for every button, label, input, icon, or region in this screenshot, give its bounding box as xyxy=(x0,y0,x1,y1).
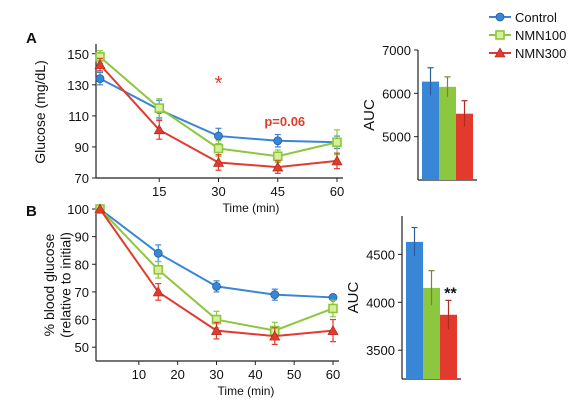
panel-b-auc-bar-chart: 3500 4000 4500 AUC ** xyxy=(345,216,461,380)
significance-stars: ** xyxy=(444,285,457,302)
legend-label-control: Control xyxy=(515,10,557,25)
x-tick-label: 30 xyxy=(211,184,225,199)
data-point-nmn300 xyxy=(269,330,281,341)
y-tick-label: 110 xyxy=(68,109,89,124)
data-point-nmn300 xyxy=(272,161,284,172)
data-point-control xyxy=(153,248,163,258)
y-tick-label: 150 xyxy=(67,47,89,62)
x-tick-label: 50 xyxy=(287,367,301,382)
bar-nmn300 xyxy=(440,314,457,379)
y-tick-label: 4500 xyxy=(366,247,395,262)
panel-a-line-chart: 70 90 110 130 150 15 30 45 60 Time (min) Glucose (… xyxy=(26,30,344,215)
x-tick-label: 10 xyxy=(132,367,146,382)
bar-control xyxy=(406,241,423,379)
legend-marker-nmn300 xyxy=(494,47,506,58)
y-tick-label: 4000 xyxy=(366,295,395,310)
y-tick-label: 80 xyxy=(75,257,89,272)
data-point-control xyxy=(273,136,283,146)
data-point-nmn100 xyxy=(213,143,224,154)
panel-label: A xyxy=(26,30,37,47)
bar-nmn300 xyxy=(456,113,473,180)
y-tick-label: 3500 xyxy=(366,343,395,358)
legend-label-nmn100: NMN100 xyxy=(515,28,566,43)
data-point-nmn300 xyxy=(212,156,225,167)
data-point-nmn100 xyxy=(154,103,165,113)
y-tick-label: 60 xyxy=(75,313,89,328)
y-tick-label: 5000 xyxy=(382,130,411,145)
data-point-nmn300 xyxy=(152,286,164,297)
data-point-nmn100 xyxy=(332,137,342,148)
y-tick-label: 70 xyxy=(75,285,89,300)
y-tick-label: 50 xyxy=(75,340,89,355)
x-tick-label: 40 xyxy=(248,367,262,382)
y-tick-label: 90 xyxy=(75,140,89,155)
panel-b-line-chart: 50 60 70 80 90 100 10 20 30 40 50 60 Time (min) % blo… xyxy=(26,202,340,398)
x-tick-label: 15 xyxy=(152,184,166,199)
data-point-nmn300 xyxy=(94,59,106,69)
y-axis-title: Glucose (mg/dL) xyxy=(32,60,48,163)
x-axis-title: Time (min) xyxy=(218,384,275,398)
x-tick-label: 20 xyxy=(170,367,184,382)
data-point-control xyxy=(95,74,105,84)
panel-label: B xyxy=(26,203,37,220)
legend: Control NMN100 NMN300 xyxy=(489,10,566,61)
data-point-nmn300 xyxy=(94,203,106,214)
y-tick-label: 7000 xyxy=(382,43,411,58)
data-point-nmn300 xyxy=(153,124,165,135)
y-tick-label: 70 xyxy=(75,171,89,186)
y-tick-label: 6000 xyxy=(382,86,411,101)
x-axis-title: Time (min) xyxy=(223,201,280,215)
bar-control xyxy=(422,81,439,180)
data-point-nmn300 xyxy=(327,324,339,335)
x-tick-label: 45 xyxy=(271,184,285,199)
data-point-nmn100 xyxy=(153,264,164,275)
data-point-nmn300 xyxy=(210,324,223,335)
data-point-control xyxy=(212,281,221,291)
y-tick-label: 130 xyxy=(67,78,89,93)
y-axis-title: % blood glucose(relative to initial) xyxy=(41,232,73,338)
y-tick-label: 100 xyxy=(67,202,89,217)
y-axis-title: AUC xyxy=(361,99,378,131)
data-point-control xyxy=(270,290,280,300)
panel-a-auc-bar-chart: 5000 6000 7000 AUC xyxy=(361,43,477,181)
y-axis-title: AUC xyxy=(345,281,362,313)
bar-nmn100 xyxy=(439,86,456,180)
data-point-nmn300 xyxy=(331,155,343,166)
data-point-nmn100 xyxy=(328,303,338,314)
bar-nmn100 xyxy=(423,287,440,379)
legend-label-nmn300: NMN300 xyxy=(515,46,566,61)
x-tick-label: 30 xyxy=(209,367,223,382)
y-tick-label: 90 xyxy=(75,230,89,245)
x-tick-label: 60 xyxy=(326,367,340,382)
data-point-nmn100 xyxy=(272,151,283,162)
significance-star: * xyxy=(215,73,223,95)
x-tick-label: 60 xyxy=(330,184,344,199)
p-value-label: p=0.06 xyxy=(264,114,305,129)
legend-marker-nmn100 xyxy=(495,30,505,40)
legend-marker-control xyxy=(495,12,505,22)
data-point-control xyxy=(214,131,223,141)
